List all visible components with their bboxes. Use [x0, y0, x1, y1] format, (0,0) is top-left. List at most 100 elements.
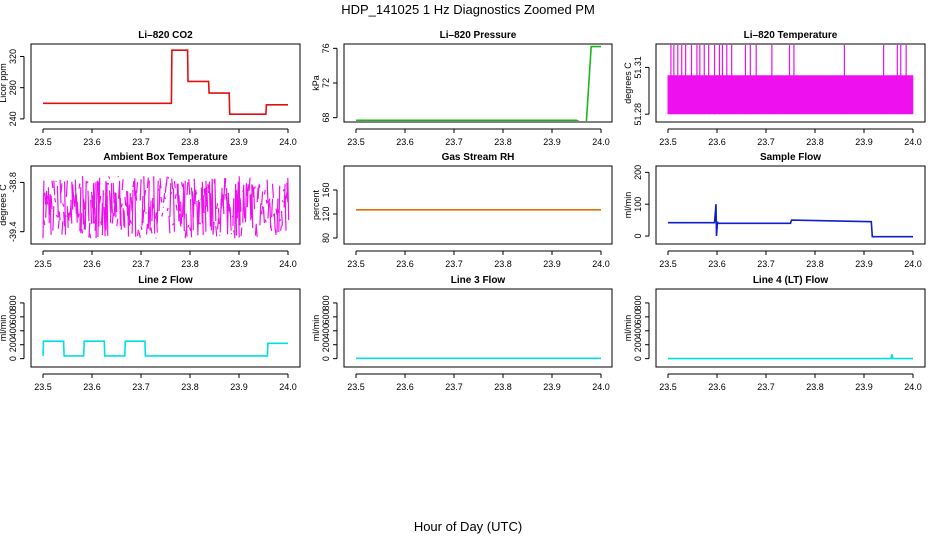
x-tick-label: 23.8 [494, 137, 512, 147]
chart-panel: Gas Stream RH 23.5 23.6 23.7 23.8 23.9 24.0 80 1… [311, 152, 613, 269]
y-tick-label: 800 [321, 295, 331, 310]
y-tick-label: -38.8 [8, 172, 18, 193]
data-layer [667, 45, 914, 115]
y-tick-label: 400 [321, 323, 331, 338]
y-axis-label: kPa [311, 75, 321, 91]
x-tick-label: 23.6 [396, 137, 414, 147]
series-noise [42, 175, 290, 239]
x-tick-label: 23.7 [445, 382, 463, 392]
y-tick-label: 280 [8, 80, 18, 95]
x-tick-label: 24.0 [592, 137, 610, 147]
y-tick-label: 120 [321, 206, 331, 221]
y-tick-label: 0 [633, 234, 643, 239]
chart-title: Li–820 Pressure [440, 30, 517, 41]
y-tick-label: 160 [321, 182, 331, 197]
x-tick-label: 23.6 [83, 382, 101, 392]
data-layer [668, 354, 913, 360]
series-line [668, 354, 913, 360]
x-tick-label: 23.5 [34, 137, 52, 147]
x-tick-label: 23.6 [396, 382, 414, 392]
x-tick-label: 24.0 [592, 382, 610, 392]
x-tick-label: 23.8 [806, 382, 824, 392]
data-layer [43, 49, 288, 115]
data-layer [356, 45, 601, 121]
y-tick-label: 100 [633, 197, 643, 212]
y-tick-label: 200 [633, 165, 643, 180]
y-axis-label: ml/min [623, 192, 633, 219]
chart-panel: Li–820 CO2 23.5 23.6 23.7 23.8 23.9 24.0 240 280… [0, 30, 301, 147]
x-tick-label: 23.8 [181, 382, 199, 392]
x-tick-label: 23.7 [445, 259, 463, 269]
y-tick-label: 76 [321, 43, 331, 53]
x-tick-label: 23.6 [708, 259, 726, 269]
y-tick-label: 600 [321, 309, 331, 324]
chart-title: Gas Stream RH [442, 152, 515, 163]
y-tick-label: 400 [8, 323, 18, 338]
y-tick-label: 0 [321, 356, 331, 361]
y-tick-label: 800 [633, 295, 643, 310]
y-tick-label: 240 [8, 111, 18, 126]
chart-title: Li–820 CO2 [138, 30, 193, 41]
x-tick-label: 23.8 [494, 259, 512, 269]
x-tick-label: 23.7 [757, 137, 775, 147]
y-tick-label: 80 [321, 233, 331, 243]
x-tick-label: 23.7 [132, 382, 150, 392]
x-tick-label: 23.9 [543, 137, 561, 147]
chart-title: Li–820 Temperature [744, 30, 838, 41]
y-tick-label: 800 [8, 295, 18, 310]
x-tick-label: 23.6 [708, 137, 726, 147]
x-tick-label: 24.0 [592, 259, 610, 269]
plot-frame [655, 43, 926, 123]
plot-frame [30, 43, 301, 123]
x-tick-label: 24.0 [279, 382, 297, 392]
x-tick-label: 23.9 [230, 382, 248, 392]
x-tick-label: 23.9 [230, 259, 248, 269]
x-tick-label: 23.7 [132, 259, 150, 269]
y-tick-label: 320 [8, 49, 18, 64]
chart-panel: Line 3 Flow 23.5 23.6 23.7 23.8 23.9 24.0 0 2004… [311, 275, 613, 392]
plot-frame [30, 288, 301, 368]
series-line [42, 340, 288, 357]
y-tick-label: -39.4 [8, 221, 18, 242]
plot-frame [30, 165, 301, 245]
x-tick-label: 23.8 [806, 259, 824, 269]
x-tick-label: 24.0 [279, 137, 297, 147]
x-tick-label: 23.5 [659, 137, 677, 147]
data-layer [42, 175, 290, 239]
y-tick-label: 400 [633, 323, 643, 338]
y-tick-label: 600 [8, 309, 18, 324]
series-line [43, 49, 288, 115]
x-tick-label: 23.8 [181, 259, 199, 269]
chart-panel: Ambient Box Temperature 23.5 23.6 23.7 23.8 2… [0, 152, 301, 269]
x-tick-label: 23.8 [494, 382, 512, 392]
chart-panel: Line 4 (LT) Flow 23.5 23.6 23.7 23.8 23.9 24.0… [623, 275, 926, 392]
data-layer [42, 340, 288, 357]
x-tick-label: 23.9 [855, 137, 873, 147]
y-tick-label: 51.31 [633, 56, 643, 79]
x-tick-label: 23.5 [34, 382, 52, 392]
x-tick-label: 23.9 [230, 137, 248, 147]
x-tick-label: 24.0 [904, 382, 922, 392]
y-tick-label: 200 [633, 337, 643, 352]
x-tick-label: 23.5 [347, 137, 365, 147]
x-tick-label: 23.7 [757, 382, 775, 392]
chart-title: Ambient Box Temperature [103, 152, 228, 163]
x-axis-caption: Hour of Day (UTC) [413, 519, 523, 534]
y-tick-label: 0 [633, 356, 643, 361]
plot-frame [655, 165, 926, 245]
y-axis-label: ml/min [311, 315, 321, 342]
y-axis-label: Licor ppm [0, 63, 8, 103]
x-tick-label: 23.9 [543, 259, 561, 269]
x-tick-label: 23.9 [855, 259, 873, 269]
y-tick-label: 600 [633, 309, 643, 324]
chart-title: Line 3 Flow [451, 275, 506, 286]
x-tick-label: 24.0 [904, 137, 922, 147]
page-title: HDP_141025 1 Hz Diagnostics Zoomed PM [341, 2, 595, 17]
x-tick-label: 24.0 [279, 259, 297, 269]
y-tick-label: 200 [321, 337, 331, 352]
x-tick-label: 23.8 [181, 137, 199, 147]
x-tick-label: 23.7 [445, 137, 463, 147]
chart-panel: Line 2 Flow 23.5 23.6 23.7 23.8 23.9 24.0 0 2004… [0, 275, 301, 392]
x-tick-label: 23.9 [543, 382, 561, 392]
